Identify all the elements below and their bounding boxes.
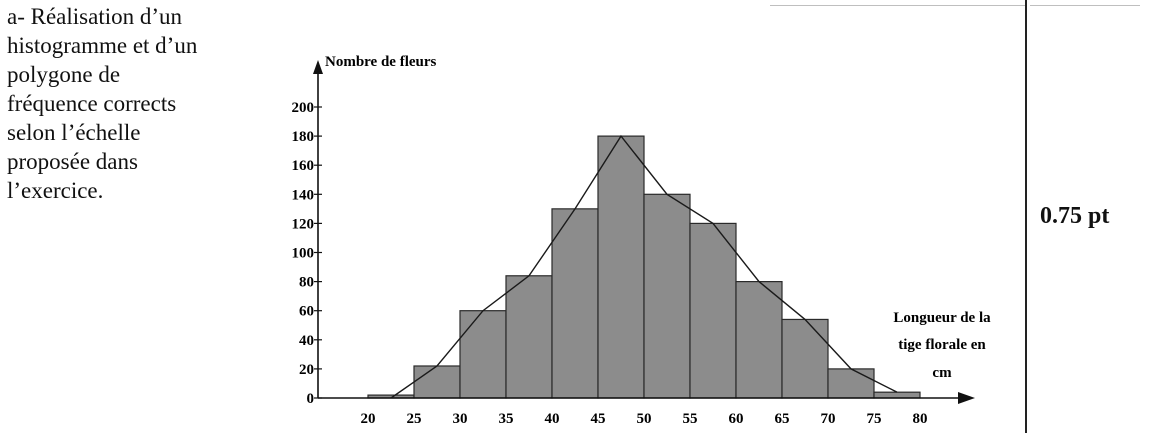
- bars-layer: [367, 135, 921, 399]
- axes-layer: [313, 60, 975, 404]
- histogram-bar: [873, 391, 921, 399]
- x-tick-label: 40: [545, 411, 560, 427]
- x-tick-label: 65: [775, 411, 790, 427]
- top-rule: [770, 5, 1025, 6]
- histogram-bar: [505, 275, 553, 399]
- x-tick-label: 70: [821, 411, 836, 427]
- y-tick-label: 60: [299, 304, 314, 320]
- histogram-bar: [459, 310, 507, 399]
- histogram-bar: [597, 135, 645, 399]
- x-tick-label: 20: [361, 411, 376, 427]
- x-tick-label: 75: [867, 411, 882, 427]
- criterion-line: polygone de: [7, 62, 121, 87]
- x-axis-arrow: [958, 392, 975, 404]
- column-divider: [1025, 0, 1027, 433]
- y-tick-label: 80: [299, 275, 314, 291]
- histogram-bar: [551, 208, 599, 399]
- x-tick-label: 25: [407, 411, 422, 427]
- y-tick-label: 160: [292, 158, 315, 174]
- y-tick-label: 20: [299, 362, 314, 378]
- histogram-bar: [643, 193, 691, 399]
- criterion-line: proposée dans: [7, 149, 138, 174]
- y-tick-label: 140: [292, 187, 315, 203]
- x-tick-label: 30: [453, 411, 468, 427]
- x-tick-label: 55: [683, 411, 698, 427]
- x-tick-label: 50: [637, 411, 652, 427]
- y-tick-label: 0: [307, 391, 315, 407]
- criterion-line: selon l’échelle: [7, 120, 141, 145]
- histogram-bar: [781, 318, 829, 399]
- x-axis-title-line-1: Longueur de la: [893, 310, 991, 326]
- y-tick-label: 100: [292, 246, 315, 262]
- y-axis-arrow: [313, 60, 323, 74]
- top-rule-right: [1030, 5, 1140, 6]
- histogram-bar: [827, 368, 875, 399]
- histogram-bar: [735, 281, 783, 399]
- x-tick-label: 35: [499, 411, 514, 427]
- criterion-line: a- Réalisation d’un: [7, 4, 183, 29]
- y-tick-label: 120: [292, 216, 315, 232]
- y-tick-label: 180: [292, 129, 315, 145]
- histogram-bar: [689, 222, 737, 399]
- x-tick-label: 60: [729, 411, 744, 427]
- criterion-line: histogramme et d’un: [7, 33, 198, 58]
- y-axis-title: Nombre de fleurs: [325, 54, 437, 70]
- x-axis-title-line-2: tige florale en: [898, 337, 986, 353]
- histogram-bar: [413, 365, 461, 399]
- criterion-line: l’exercice.: [7, 178, 104, 203]
- criterion-line: fréquence corrects: [7, 91, 177, 116]
- x-axis-title-line-3: cm: [932, 365, 952, 381]
- criterion-text: a- Réalisation d’un histogramme et d’un …: [7, 2, 277, 205]
- x-tick-label: 45: [591, 411, 606, 427]
- x-tick-label: 80: [913, 411, 928, 427]
- ticks-layer: 0 20 40 60 80 100 120 140 160 180 200 20 25 30 35 40 45 5…: [292, 100, 928, 427]
- frequency-polygon: [390, 134, 898, 399]
- score-points: 0.75 pt: [1040, 203, 1110, 229]
- y-tick-label: 200: [292, 100, 315, 116]
- y-tick-label: 40: [299, 333, 314, 349]
